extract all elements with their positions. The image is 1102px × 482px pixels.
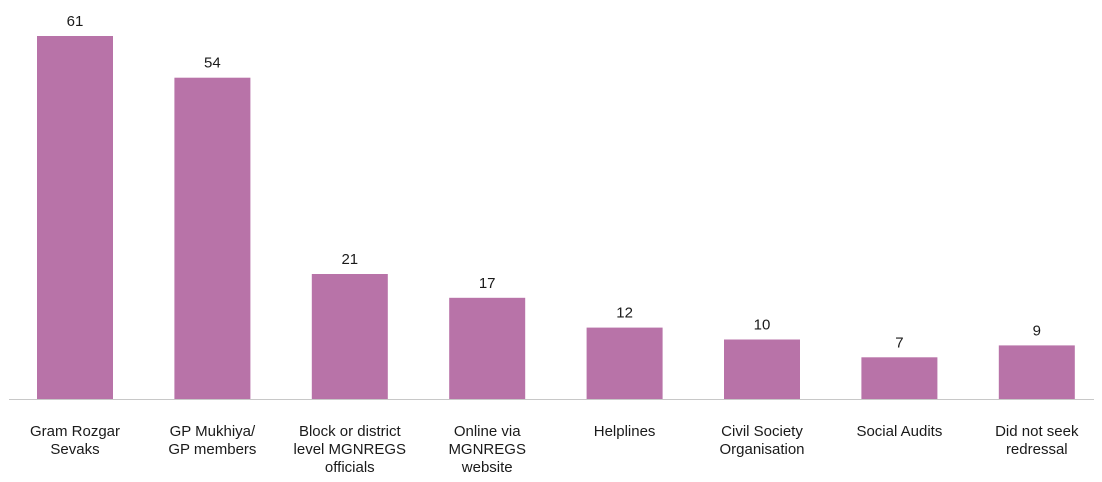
category-label-line: Sevaks <box>50 441 99 458</box>
category-label-line: website <box>461 459 513 476</box>
category-label-line: GP Mukhiya/ <box>170 423 256 440</box>
category-label: GP Mukhiya/GP members <box>168 423 256 458</box>
bar-value-label: 61 <box>67 13 84 30</box>
category-label: Did not seek redressal <box>995 423 1079 458</box>
category-label: Gram Rozgar Sevaks <box>30 423 120 458</box>
bar-group: 21 Block or district level MGNREGS official… <box>294 251 407 476</box>
category-label-line: redressal <box>1006 441 1068 458</box>
bar <box>37 36 113 399</box>
bar-value-label: 12 <box>616 305 633 322</box>
bar-value-label: 54 <box>204 55 221 72</box>
bar-group: 61 Gram Rozgar Sevaks <box>30 13 120 458</box>
bar-group: 9 Did not seek redressal <box>995 322 1079 458</box>
category-label: Civil Society Organisation <box>719 423 804 458</box>
bar-group: 7 Social Audits <box>856 334 942 440</box>
category-label-line: Organisation <box>719 441 804 458</box>
category-label-line: Social Audits <box>856 423 942 440</box>
bar <box>586 327 663 399</box>
category-label: Block or district level MGNREGS officials <box>294 423 407 476</box>
bar-group: 10 Civil Society Organisation <box>719 317 804 459</box>
category-label-line: MGNREGS <box>448 441 526 458</box>
bar-group: 54 GP Mukhiya/GP members <box>168 55 256 458</box>
category-label-line: GP members <box>168 441 256 458</box>
category-label: Online via MGNREGS website <box>448 423 526 476</box>
category-label-line: Did not seek <box>995 423 1079 440</box>
bar <box>998 345 1075 399</box>
bar <box>724 339 800 399</box>
bar-value-label: 10 <box>754 317 771 334</box>
bar-value-label: 9 <box>1033 322 1041 339</box>
category-label-line: Block or district <box>299 423 402 440</box>
category-label-line: Online via <box>454 423 521 440</box>
category-label: Helplines <box>594 423 656 440</box>
category-label-line: level MGNREGS <box>294 441 407 458</box>
bar <box>311 274 388 399</box>
category-label-line: Civil Society <box>721 423 803 440</box>
bar-value-label: 21 <box>341 251 358 268</box>
category-label-line: Helplines <box>594 423 656 440</box>
category-label: Social Audits <box>856 423 942 440</box>
bar <box>861 357 938 399</box>
bar-group: 12 Helplines <box>586 305 663 440</box>
category-label-line: Gram Rozgar <box>30 423 120 440</box>
bar-value-label: 17 <box>479 275 496 292</box>
bar-value-label: 7 <box>895 334 903 351</box>
category-label-line: officials <box>325 459 375 476</box>
bar-group: 17 Online via MGNREGS website <box>448 275 526 476</box>
bar <box>174 77 251 399</box>
bar <box>449 297 526 399</box>
